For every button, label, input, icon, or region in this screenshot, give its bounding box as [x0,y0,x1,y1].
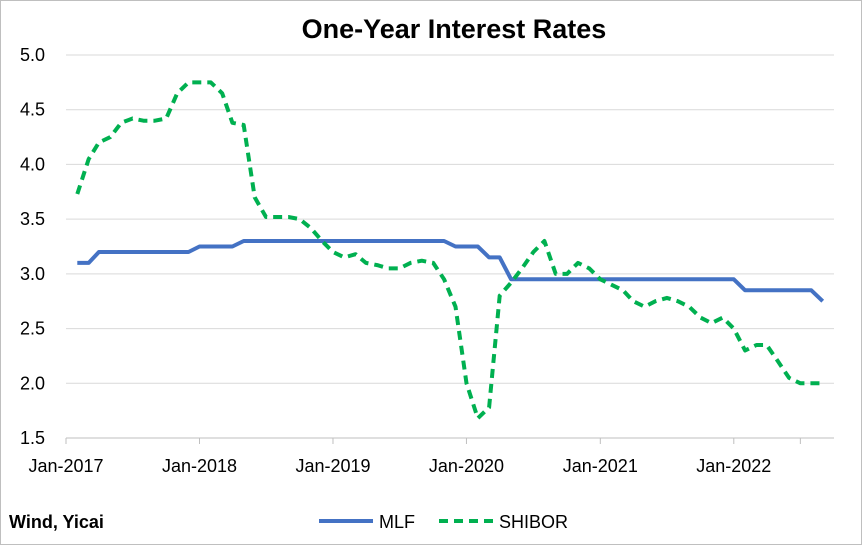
y-tick-label: 5.0 [20,45,45,65]
y-tick-label: 2.0 [20,373,45,393]
y-tick-label: 3.5 [20,209,45,229]
y-tick-label: 1.5 [20,428,45,448]
x-tick-label: Jan-2021 [563,456,638,476]
y-tick-label: 2.5 [20,319,45,339]
x-tick-label: Jan-2017 [28,456,103,476]
y-axis-ticks: 1.5 2.0 2.5 3.0 3.5 4.0 4.5 5.0 [20,45,45,448]
legend: MLF SHIBOR [319,512,568,532]
x-axis-ticks: Jan-2017 Jan-2018 Jan-2019 Jan-2020 Jan-2021… [28,438,801,476]
gridlines [66,54,834,384]
y-tick-label: 3.0 [20,264,45,284]
x-tick-label: Jan-2022 [696,456,771,476]
series-lines [75,80,825,421]
series-line-mlf [77,239,825,303]
y-tick-label: 4.0 [20,154,45,174]
legend-label-mlf: MLF [379,512,415,532]
x-tick-label: Jan-2019 [295,456,370,476]
series-line-shibor [75,80,823,421]
x-tick-label: Jan-2018 [162,456,237,476]
x-tick-label: Jan-2020 [429,456,504,476]
legend-label-shibor: SHIBOR [499,512,568,532]
source-note: Wind, Yicai [9,512,104,532]
chart-title: One-Year Interest Rates [302,14,607,44]
y-tick-label: 4.5 [20,100,45,120]
